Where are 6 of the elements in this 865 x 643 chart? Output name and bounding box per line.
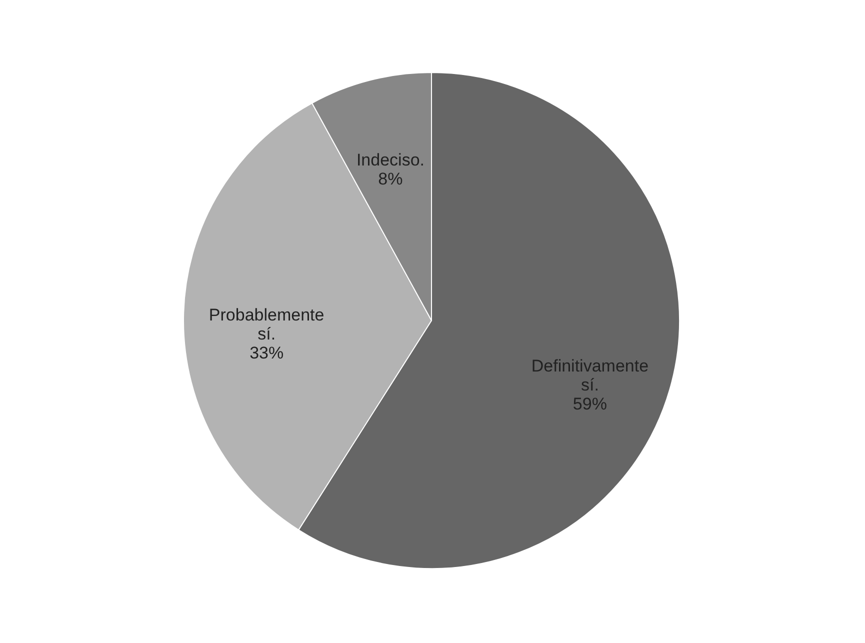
data-label: 59%	[572, 394, 607, 414]
data-label: 8%	[378, 170, 403, 189]
slice-label: Indeciso.	[356, 150, 424, 170]
slice-label: Probablemente sí.	[208, 305, 324, 344]
data-label: 33%	[250, 343, 284, 362]
slice-label: Definitivamente sí.	[531, 356, 649, 395]
